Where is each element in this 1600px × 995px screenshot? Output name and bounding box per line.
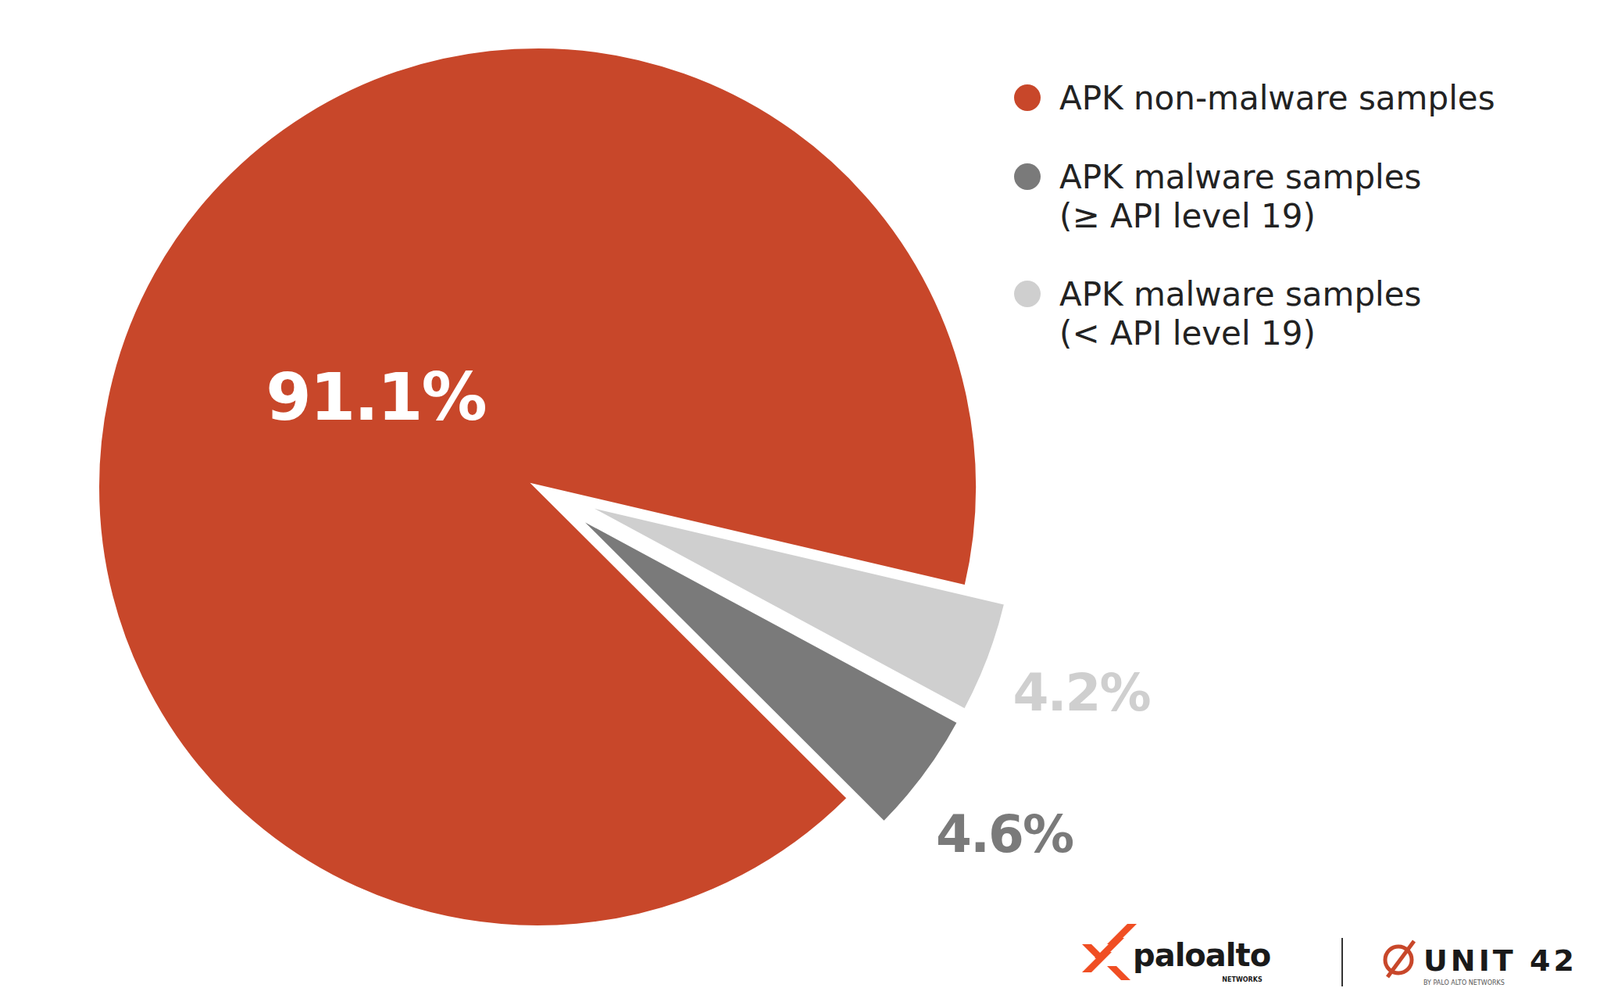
legend-marker xyxy=(1014,163,1041,190)
pie: 91.1% 4.6% 4.2% xyxy=(96,46,1151,928)
legend: APK non-malware samples APK malware sampl… xyxy=(1014,78,1496,353)
legend-marker xyxy=(1014,280,1041,308)
logos: paloalto NETWORKS UNIT 42BY PALO ALTO NETW… xyxy=(1082,923,1578,986)
legend-marker xyxy=(1014,84,1041,111)
icon-stripe xyxy=(1107,965,1131,980)
data-label: 4.6% xyxy=(935,803,1074,865)
logo-text: UNIT 42 xyxy=(1423,942,1578,978)
legend-label-line: (< API level 19) xyxy=(1059,314,1316,353)
pie-slice xyxy=(577,502,1007,712)
legend-label-line: (≥ API level 19) xyxy=(1059,196,1316,236)
logo-text: paloalto xyxy=(1132,936,1271,973)
icon-stripe xyxy=(1082,943,1106,958)
chart-container: 91.1%4.6%4.2%APK non-malware samplesAPK … xyxy=(0,0,1600,995)
paloalto-icon xyxy=(1082,923,1137,980)
icon-slash xyxy=(1387,940,1415,977)
logo-subtext: NETWORKS xyxy=(1221,975,1263,983)
chart-svg: 91.1%4.6%4.2%APK non-malware samplesAPK … xyxy=(0,0,1600,995)
data-label: 4.2% xyxy=(1013,662,1151,723)
legend-label-line: APK malware samples xyxy=(1059,157,1422,197)
data-label: 91.1% xyxy=(265,358,486,436)
legend-label-line: APK non-malware samples xyxy=(1059,78,1496,118)
legend-label: APK malware samples(< API level 19) xyxy=(1059,275,1422,353)
legend-label-line: APK malware samples xyxy=(1059,275,1422,314)
legend-label: APK malware samples(≥ API level 19) xyxy=(1059,157,1422,236)
unit42-icon xyxy=(1385,940,1415,977)
legend-label: APK non-malware samples xyxy=(1059,78,1496,118)
logo-subtext: BY PALO ALTO NETWORKS xyxy=(1423,978,1505,986)
pie-slice xyxy=(96,46,979,928)
logo-divider xyxy=(1341,937,1343,986)
